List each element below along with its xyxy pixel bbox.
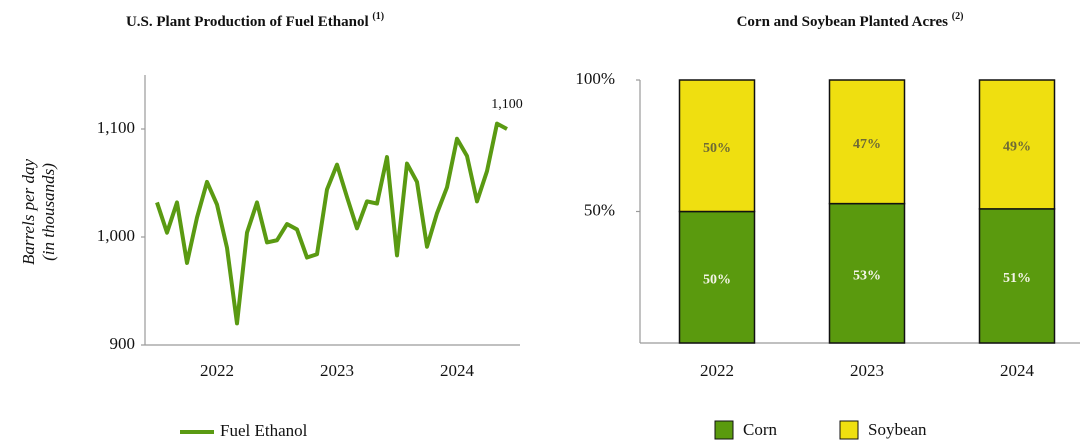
legend-label: Fuel Ethanol xyxy=(220,421,308,440)
data-label: 50% xyxy=(703,272,731,287)
title-text: U.S. Plant Production of Fuel Ethanol xyxy=(126,14,369,30)
bar-segment xyxy=(978,79,1056,210)
x-tick-label: 2023 xyxy=(320,361,354,380)
bar-segment xyxy=(828,202,906,344)
title-note: (2) xyxy=(952,11,964,22)
legend-label: Corn xyxy=(743,420,778,439)
line xyxy=(155,121,508,326)
data-label: 51% xyxy=(1003,271,1031,286)
bar-segment xyxy=(978,208,1056,344)
chart-title: Corn and Soybean Planted Acres (2) xyxy=(737,11,964,30)
x-tick-label: 2023 xyxy=(850,361,884,380)
legend-swatch xyxy=(839,420,859,440)
title-note: (1) xyxy=(372,11,384,22)
y-axis-label: Barrels per day xyxy=(19,159,38,266)
bar-segment xyxy=(828,79,906,205)
data-label: 50% xyxy=(703,141,731,156)
x-tick-label: 2022 xyxy=(700,361,734,380)
y-tick-label: 50% xyxy=(584,200,615,219)
data-label: 47% xyxy=(853,137,881,152)
x-tick-label: 2024 xyxy=(440,361,475,380)
x-tick-label: 2024 xyxy=(1000,361,1035,380)
y-tick-label: 1,100 xyxy=(97,118,135,137)
y-tick-label: 100% xyxy=(575,69,615,88)
y-tick-label: 900 xyxy=(110,334,136,353)
legend-label: Soybean xyxy=(868,420,927,439)
legend-swatch xyxy=(714,420,734,440)
data-label: 53% xyxy=(853,269,881,284)
y-axis-label: (in thousands) xyxy=(39,163,58,261)
data-label: 1,100 xyxy=(491,97,523,112)
bar-segment xyxy=(678,79,756,213)
y-tick-label: 1,000 xyxy=(97,226,135,245)
data-label: 49% xyxy=(1003,140,1031,155)
chart-title: U.S. Plant Production of Fuel Ethanol (1… xyxy=(126,11,384,30)
title-text: Corn and Soybean Planted Acres xyxy=(737,14,949,30)
x-tick-label: 2022 xyxy=(200,361,234,380)
